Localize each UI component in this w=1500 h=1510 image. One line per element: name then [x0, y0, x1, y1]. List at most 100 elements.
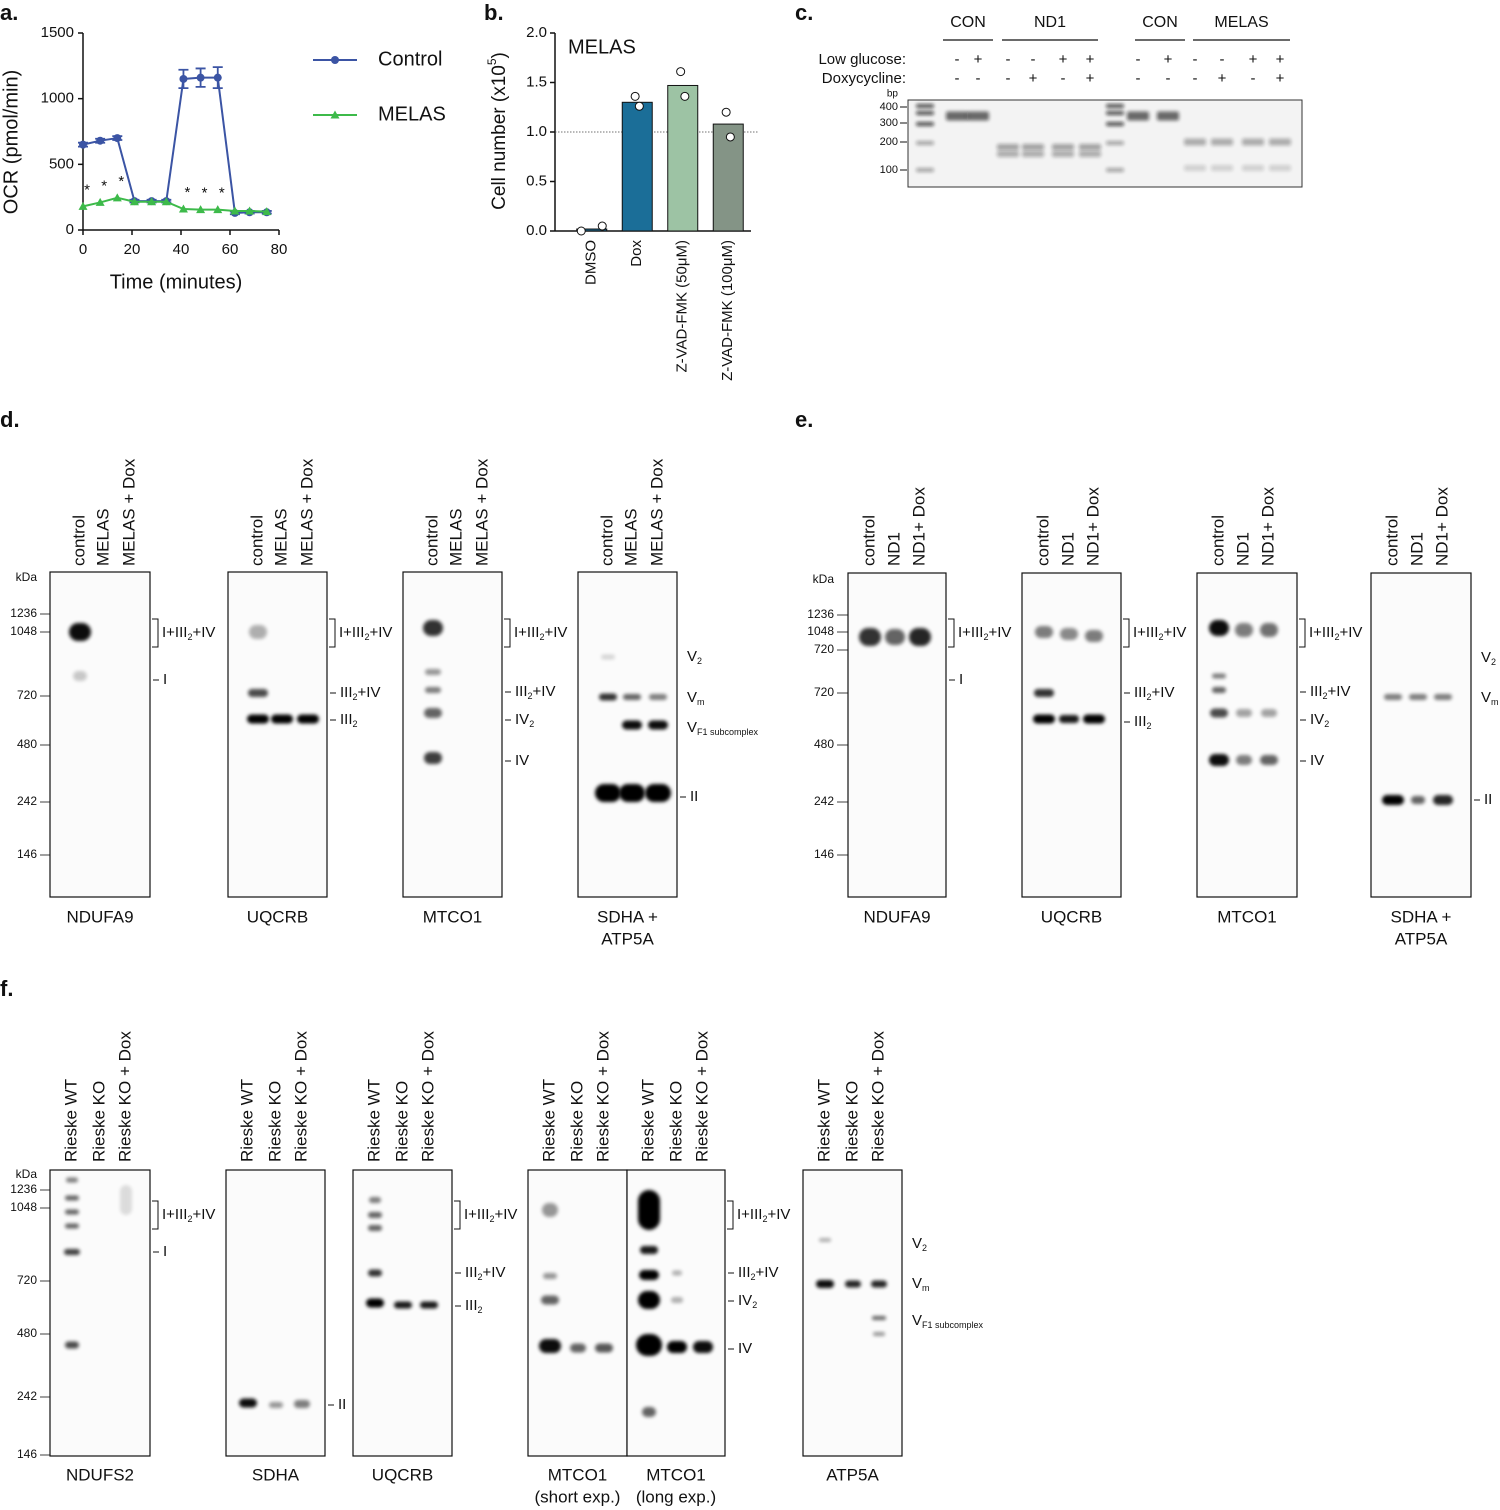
band: [916, 141, 934, 145]
blot-frame: [577, 571, 678, 898]
x-tick-label: DMSO: [583, 240, 600, 285]
lane-label: Rieske WT: [61, 1079, 80, 1162]
label-part: Cell number (x10: [489, 65, 510, 210]
legend-marker: [330, 110, 340, 119]
bracket: [152, 1200, 159, 1230]
data-point: [129, 197, 139, 206]
kda-label: 1048: [10, 1200, 37, 1214]
subscript: 2: [751, 1272, 756, 1282]
annotation: *: [84, 181, 90, 198]
label-part: I: [959, 671, 963, 688]
subscript: 2: [1324, 719, 1329, 729]
kda-label: 146: [814, 847, 834, 861]
band: [73, 671, 87, 681]
bracket: [727, 1200, 734, 1230]
y-tick-label: 2.0: [526, 24, 547, 41]
lane-condition: -: [1136, 70, 1141, 87]
bracket: [1123, 618, 1130, 648]
label-part: ): [489, 52, 510, 58]
label-part: +IV: [494, 1206, 517, 1223]
band: [65, 1341, 79, 1349]
kda-label: 1236: [807, 607, 834, 621]
label-part: +IV: [483, 1264, 506, 1281]
lane-label: control: [422, 515, 441, 566]
bp-unit: bp: [887, 89, 899, 100]
data-point: [95, 197, 105, 206]
lane-condition: +: [1276, 70, 1285, 87]
y-axis-label: Cell number (x105): [485, 52, 510, 210]
blot-frame: [49, 1169, 151, 1457]
label-part: I: [163, 1243, 167, 1260]
blot-frame: [225, 1169, 326, 1457]
y-axis-label: OCR (pmol/min): [0, 70, 22, 214]
subscript: m: [1491, 697, 1499, 707]
band: [1022, 144, 1044, 150]
label-part: I+III: [464, 1206, 489, 1223]
subscript: 2: [922, 1243, 927, 1253]
antibody-label: MTCO1: [423, 907, 483, 926]
band: [667, 1341, 687, 1353]
subscript: 2: [697, 656, 702, 666]
band: [1157, 111, 1179, 121]
group-label: MELAS: [1214, 14, 1268, 31]
panel-label: f.: [0, 976, 13, 1001]
data-point: [178, 204, 188, 213]
band: [368, 1269, 382, 1277]
subscript: 2: [1334, 632, 1339, 642]
band: [909, 628, 931, 646]
data-point: [230, 206, 240, 215]
band: [1433, 795, 1453, 805]
complex-label: I+III2+IV: [514, 624, 567, 642]
complex-label: III2+IV: [738, 1264, 778, 1282]
label-part: IV: [515, 752, 529, 769]
band: [1269, 165, 1291, 171]
complex-label: III2: [340, 711, 358, 729]
lane-label: ND1+ Dox: [909, 487, 928, 566]
subscript: m: [922, 1283, 930, 1293]
legend-label: MELAS: [378, 103, 446, 125]
band: [247, 714, 269, 724]
subscript: 2: [1158, 632, 1163, 642]
label-part: V: [687, 648, 697, 665]
complex-label: I: [163, 671, 167, 688]
data-point: [78, 201, 88, 210]
lane-condition: -: [1061, 70, 1066, 87]
label-part: IV: [515, 711, 529, 728]
blot-frame: [352, 1169, 453, 1457]
band: [1211, 138, 1233, 146]
antibody-label: MTCO1: [548, 1465, 608, 1484]
kda-unit: kDa: [16, 570, 38, 584]
lane-label: Rieske KO: [842, 1081, 861, 1162]
band: [1210, 708, 1228, 718]
chart-title: MELAS: [568, 36, 636, 58]
data-point: [196, 73, 205, 82]
data-point: [245, 206, 255, 215]
band: [420, 1301, 438, 1309]
lane-label: MELAS: [621, 508, 640, 566]
band: [271, 714, 293, 724]
kda-label: 720: [814, 642, 834, 656]
band: [1106, 111, 1124, 115]
complex-label: I+III2+IV: [1133, 624, 1186, 642]
label-part: +IV: [756, 1264, 779, 1281]
band: [639, 1270, 659, 1280]
lane-label: Rieske KO: [89, 1081, 108, 1162]
subscript: F1 subcomplex: [922, 1320, 984, 1330]
blot-frame: [402, 571, 503, 898]
band: [916, 104, 934, 108]
antibody-label: UQCRB: [247, 907, 308, 926]
band: [1060, 628, 1078, 640]
label-part: IV: [738, 1340, 752, 1357]
lane-label: Rieske KO + Dox: [868, 1031, 887, 1162]
label-part: I: [163, 671, 167, 688]
label-part: III: [515, 683, 528, 700]
blot-frame: [1196, 572, 1298, 898]
label-part: I+III: [1133, 624, 1158, 641]
label-part: +IV: [358, 684, 381, 701]
band: [1052, 144, 1074, 150]
band: [366, 1298, 384, 1308]
kda-label: 480: [814, 737, 834, 751]
lane-label: MELAS + Dox: [647, 458, 666, 566]
bracket: [948, 618, 955, 648]
lane-label: MELAS + Dox: [297, 458, 316, 566]
